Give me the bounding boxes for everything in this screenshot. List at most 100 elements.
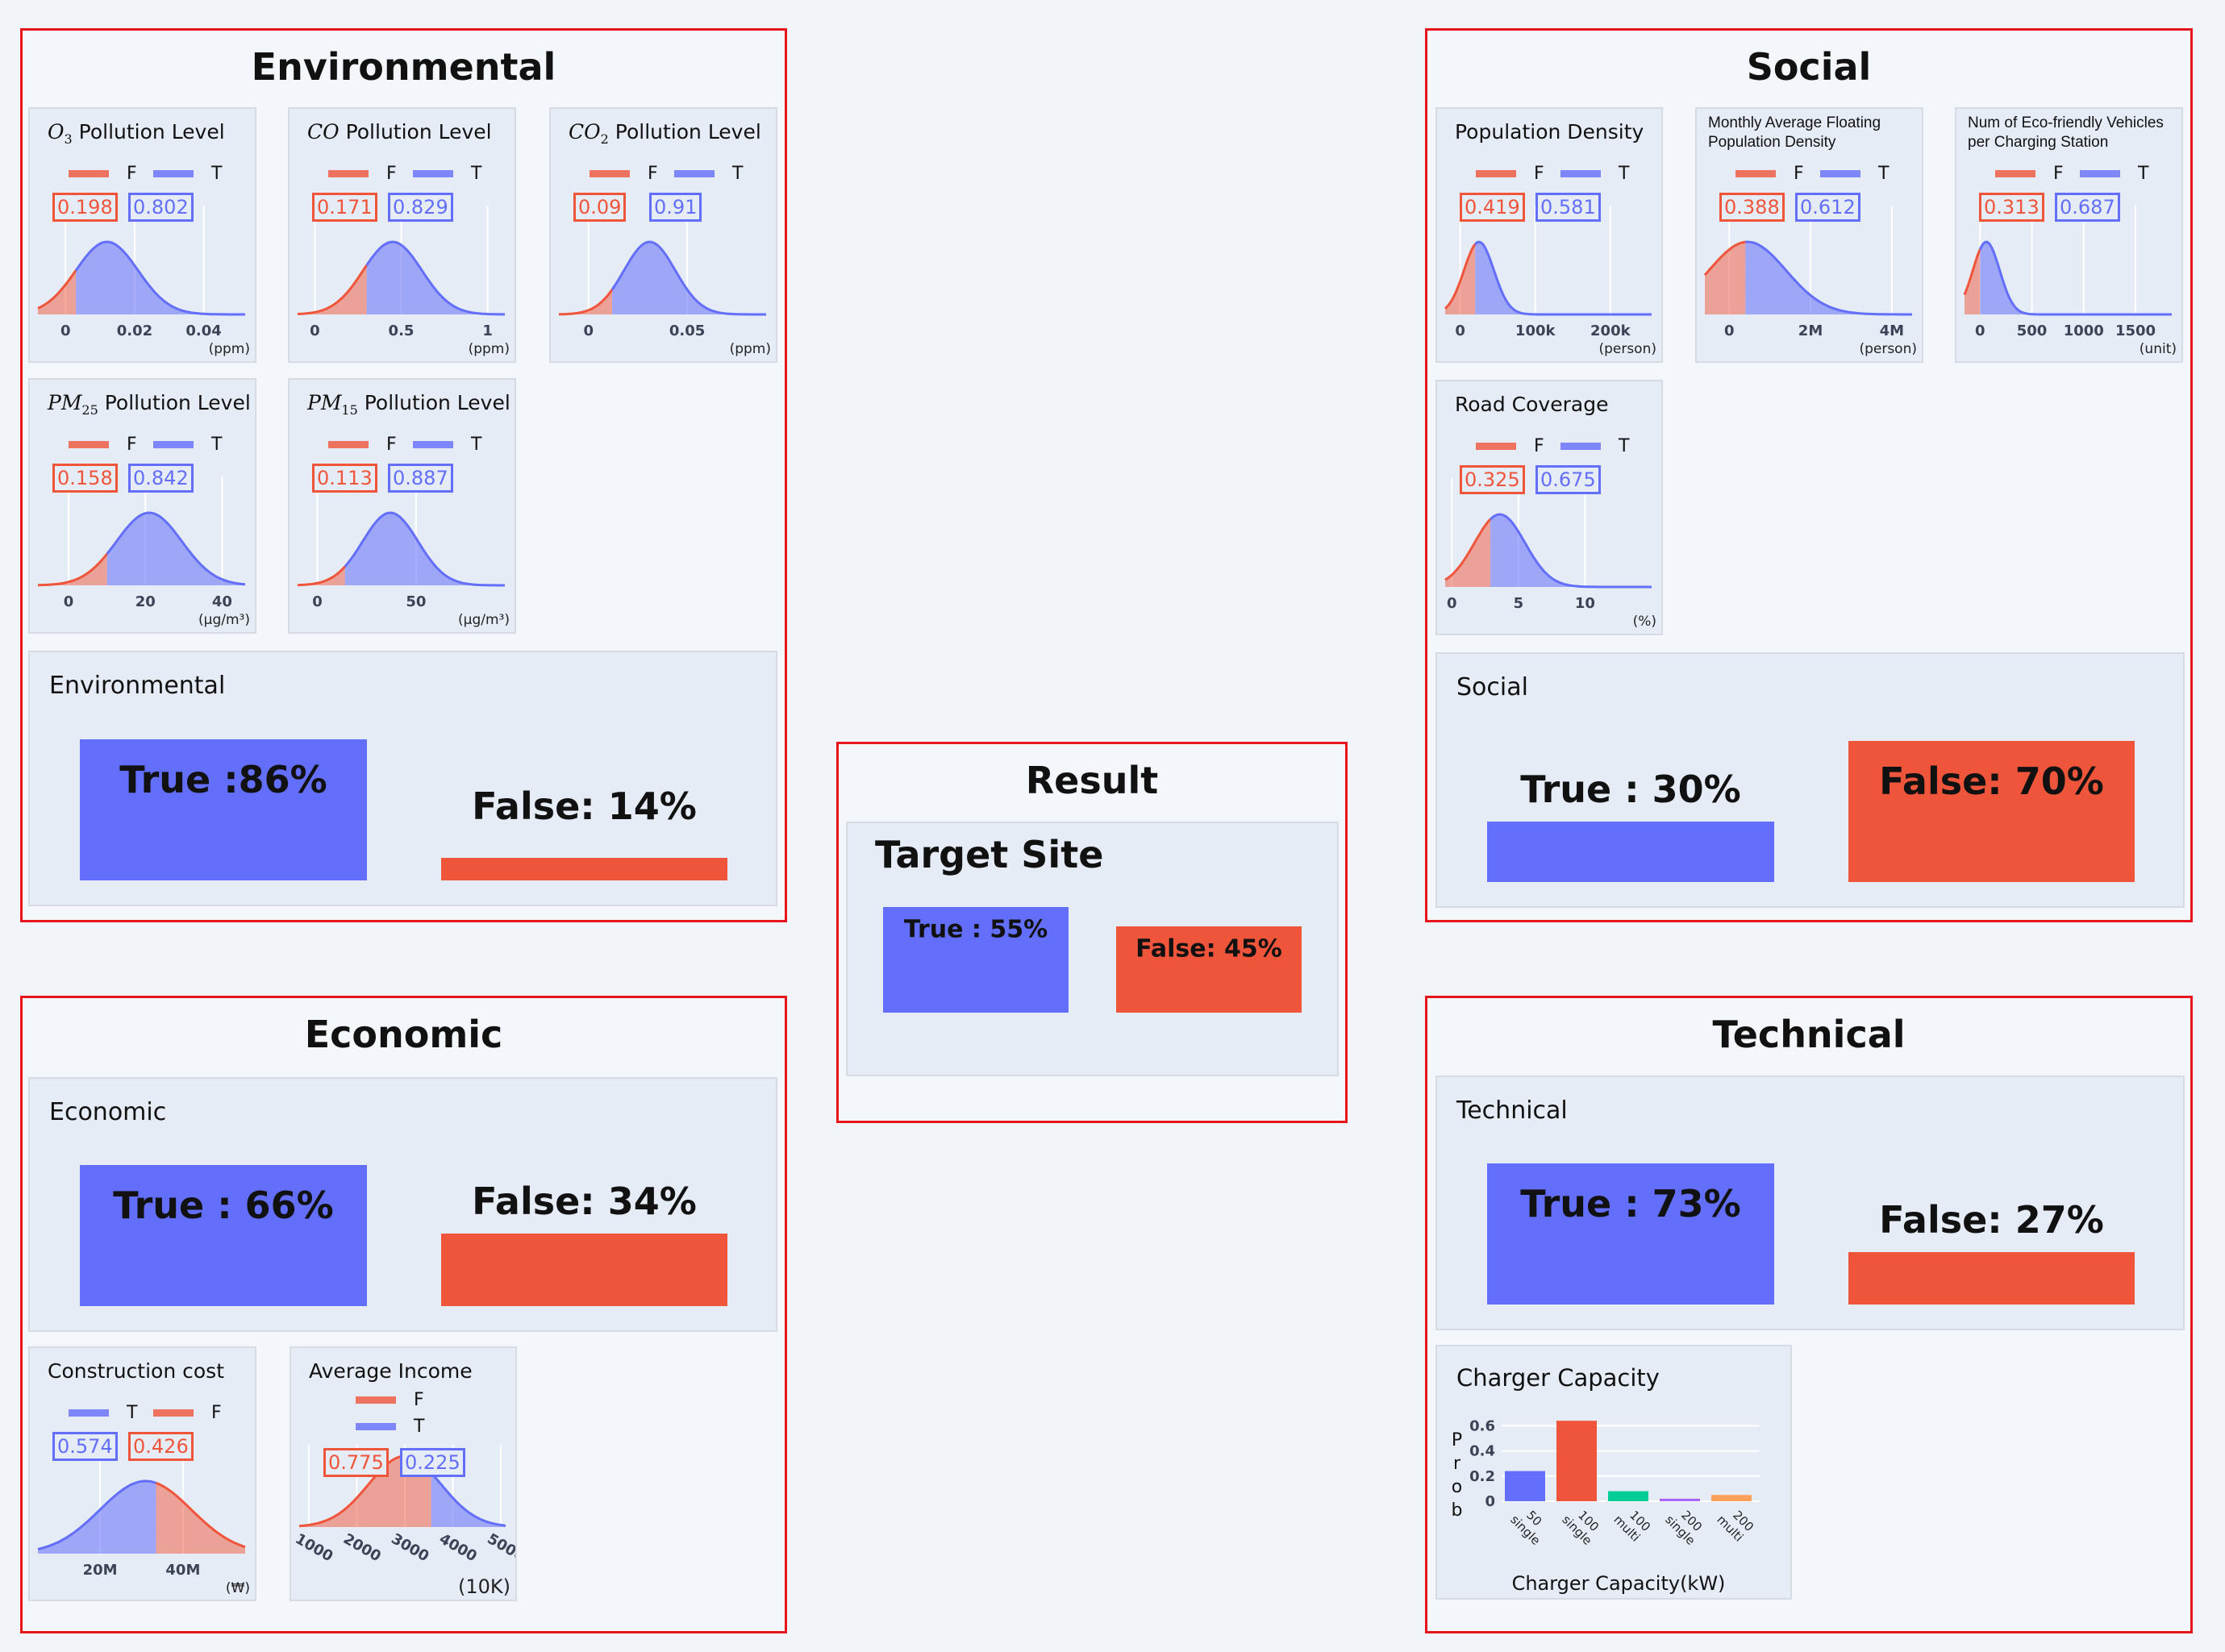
x-tick-label: 0 — [310, 322, 320, 339]
legend-item-false: F — [1476, 164, 1544, 184]
legend-swatch — [69, 1409, 109, 1417]
probability-false: 0.325 — [1460, 465, 1525, 494]
legend-item-false: F — [1735, 164, 1804, 184]
x-tick-label: 0.05 — [669, 322, 705, 339]
false-bar — [1848, 1252, 2135, 1305]
left-curve-false — [1963, 248, 1981, 296]
title-text: Pollution Level — [615, 120, 761, 144]
x-tick-label: 100k — [1515, 322, 1556, 339]
legend-item-true: T — [153, 435, 222, 455]
legend-label: F — [648, 164, 658, 184]
x-tick-label: 5 — [1514, 595, 1524, 612]
probability-false: 0.09 — [573, 193, 627, 222]
distribution-plot: 1000 2000 3000 4000 5000 — [292, 1445, 515, 1565]
legend-label: F — [127, 435, 137, 455]
panel-title: Target Site — [875, 833, 1104, 876]
group-title: Social — [1746, 45, 1872, 89]
title-subscript: 2 — [600, 131, 609, 147]
false-bar — [441, 1233, 727, 1306]
legend-swatch — [328, 170, 369, 177]
title-symbol: CO — [569, 120, 601, 144]
x-tick-label: 500 — [2017, 322, 2048, 339]
probability-false: 0.313 — [1979, 193, 2044, 222]
false-label: False: 70% — [1879, 759, 2104, 803]
legend-item-false: F — [69, 435, 137, 455]
x-tick-label: 100single — [1559, 1502, 1605, 1548]
x-tick-label: 0 — [60, 322, 71, 339]
legend-label: T — [732, 164, 744, 184]
true-bar — [1487, 1163, 1774, 1305]
panel-title: Social — [1456, 673, 1528, 701]
legend-label: F — [1534, 164, 1544, 184]
title-subscript: 3 — [64, 131, 73, 147]
right-area-true — [76, 242, 245, 314]
legend-item-false: F — [356, 1390, 424, 1410]
legend-swatch — [1476, 170, 1516, 177]
distribution-plot: 0 0.05 — [559, 206, 766, 339]
x-tick-label: 1000 — [292, 1530, 335, 1565]
right-area-false — [156, 1483, 245, 1554]
legend-swatch — [674, 170, 715, 177]
legend-swatch — [153, 170, 194, 177]
bar-50-single — [1505, 1471, 1545, 1501]
legend-swatch — [1476, 443, 1516, 450]
legend-item-false: F — [590, 164, 658, 184]
o3-pollution-card: O3 Pollution Level 0 0.02 0.04 F T 0.198 0.802 (… — [28, 107, 256, 363]
construction-cost-card: Construction cost 20M 40M T F 0.574 0.426 (₩) — [28, 1346, 256, 1601]
legend-swatch — [1735, 170, 1776, 177]
left-area-false — [299, 1456, 431, 1527]
x-tick-label: 40M — [165, 1562, 200, 1579]
x-tick-label: 3000 — [388, 1530, 431, 1565]
x-axis-label: Charger Capacity(kW) — [1512, 1572, 1726, 1595]
y-tick-label: 0.2 — [1469, 1468, 1495, 1485]
x-tick-label: 20 — [135, 593, 156, 610]
left-area-false — [559, 289, 613, 314]
charger-capacity-chart: 0 0.2 0.4 0.6 50single 100single 100multi 200si… — [1469, 1417, 1760, 1595]
eco-vehicles-card: Num of Eco-friendly Vehicles per Chargin… — [1955, 107, 2183, 363]
right-area-true — [106, 513, 245, 585]
probability-false: 0.426 — [128, 1432, 194, 1461]
title-subscript: 15 — [341, 402, 358, 418]
legend-label: T — [1878, 164, 1890, 184]
card-title: Population Density — [1455, 120, 1644, 144]
true-label: True : 73% — [1520, 1182, 1741, 1225]
right-curve-true — [610, 240, 766, 316]
title-symbol: CO — [307, 120, 340, 144]
x-tick-label: 0 — [1724, 322, 1735, 339]
legend-swatch — [1995, 170, 2035, 177]
x-tick-label: 50single — [1507, 1502, 1553, 1548]
probability-false: 0.171 — [312, 193, 377, 222]
right-area-true — [612, 242, 766, 314]
probability-true: 0.842 — [128, 464, 194, 493]
distribution-plot: 0 0.02 0.04 — [37, 206, 245, 339]
card-title: PM15 Pollution Level — [307, 391, 510, 418]
distribution-plot: 20M 40M — [37, 1445, 246, 1579]
x-tick-label: 0 — [1447, 595, 1457, 612]
unit-label: (ppm) — [729, 341, 771, 357]
bar-200-single — [1660, 1498, 1700, 1501]
legend-swatch — [328, 441, 369, 448]
social-summary-panel: Social True : 30% False: 70% — [1435, 652, 2185, 908]
target-site-panel: Target Site True : 55% False: 45% — [846, 822, 1339, 1076]
x-tick-label: 0.04 — [185, 322, 221, 339]
title-symbol: PM — [48, 391, 82, 414]
true-bar — [80, 739, 367, 880]
card-title: Charger Capacity — [1456, 1364, 1660, 1392]
title-symbol: PM — [307, 391, 342, 414]
legend-item-true: T — [413, 164, 481, 184]
x-tick-label: 4000 — [436, 1530, 480, 1565]
right-area-true — [431, 1472, 506, 1527]
true-label: True :86% — [119, 758, 327, 801]
probability-false: 0.419 — [1460, 193, 1525, 222]
left-area-false — [298, 566, 345, 585]
right-area-true — [366, 242, 505, 314]
right-area-true — [1745, 242, 1912, 314]
title-text: Pollution Level — [364, 391, 510, 414]
unit-label: (unit) — [2139, 341, 2177, 357]
x-tick-label: 0 — [1455, 322, 1465, 339]
x-tick-label: 2M — [1798, 322, 1823, 339]
legend-item-false: F — [1995, 164, 2064, 184]
right-curve-true — [1745, 240, 1912, 316]
true-bar — [1487, 822, 1774, 882]
title-text: Pollution Level — [104, 391, 251, 414]
